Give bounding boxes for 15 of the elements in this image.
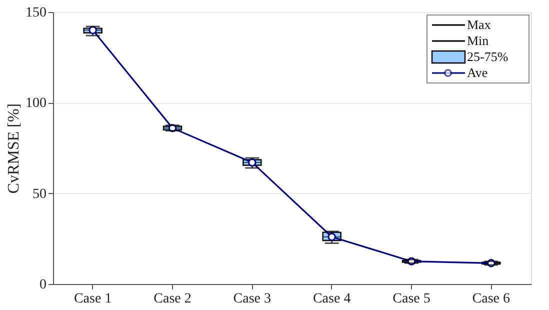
annotation: Min (467, 33, 490, 48)
x-tick-label: Case 2 (154, 292, 192, 306)
y-axis-title: CvRMSE [%] (6, 103, 22, 194)
legend-label: Ave (467, 65, 488, 80)
y-tick-label: 50 (32, 186, 46, 202)
x-tick-label: Case 5 (392, 292, 430, 306)
y-tick-label: 150 (26, 6, 46, 20)
y-tick-label: 100 (26, 96, 46, 112)
annotation: Max (467, 17, 492, 32)
x-tick-label: Case 3 (233, 292, 272, 306)
legend-label: 25-75% (467, 49, 508, 64)
x-tick-label: Case 1 (74, 292, 112, 306)
x-tick-label: Case 6 (472, 292, 510, 306)
y-tick-label: 0 (40, 278, 46, 292)
x-tick-label: Case 4 (312, 292, 351, 306)
